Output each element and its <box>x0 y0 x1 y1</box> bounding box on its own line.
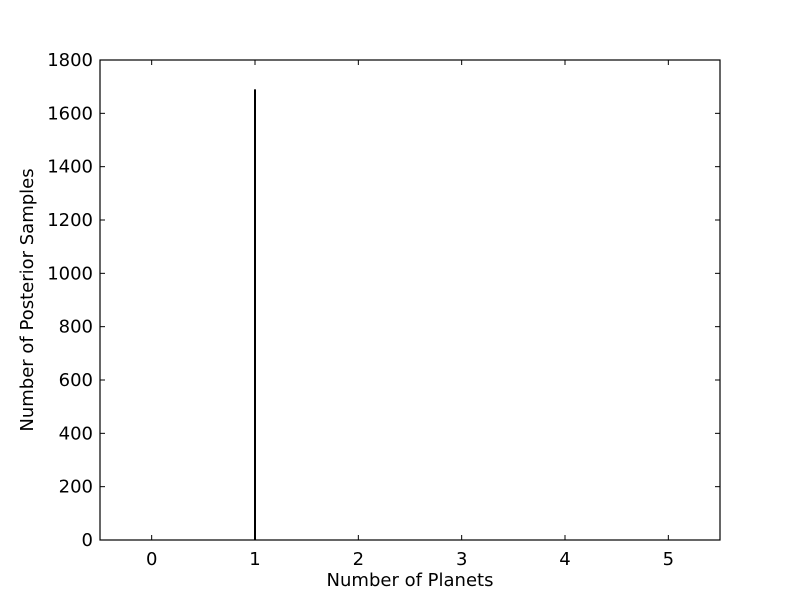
x-tick-label: 4 <box>559 549 570 570</box>
x-axis-label: Number of Planets <box>327 570 494 591</box>
y-tick-label: 1600 <box>47 103 93 124</box>
x-axis: 0 1 2 3 4 5 <box>146 60 674 570</box>
x-tick-label: 3 <box>456 549 467 570</box>
y-tick-label: 0 <box>82 530 93 551</box>
y-tick-label: 1400 <box>47 157 93 178</box>
y-tick-label: 1000 <box>47 263 93 284</box>
x-tick-label: 2 <box>353 549 364 570</box>
y-tick-label: 400 <box>59 423 93 444</box>
y-tick-label: 800 <box>59 317 93 338</box>
y-tick-label: 1200 <box>47 210 93 231</box>
x-tick-label: 0 <box>146 549 157 570</box>
x-tick-label: 5 <box>663 549 674 570</box>
y-tick-label: 1800 <box>47 50 93 71</box>
bars-layer <box>254 89 256 540</box>
y-axis: 0 200 400 600 800 1000 1200 1400 1600 1800 <box>47 50 720 551</box>
plot-area-frame <box>99 59 721 541</box>
y-axis-label: Number of Posterior Samples <box>17 168 38 431</box>
x-tick-label: 1 <box>249 549 260 570</box>
bar-1-planets <box>254 89 256 540</box>
y-tick-label: 600 <box>59 370 93 391</box>
y-tick-label: 200 <box>59 477 93 498</box>
